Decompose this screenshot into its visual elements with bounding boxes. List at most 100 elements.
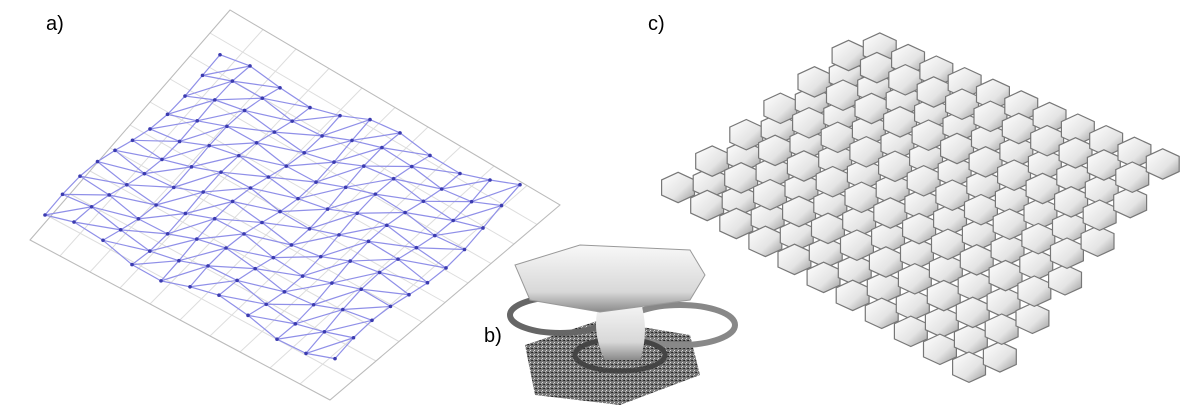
hex-tile <box>749 226 782 256</box>
mesh-node <box>166 232 170 236</box>
mesh-node <box>355 211 359 215</box>
mesh-node <box>101 238 105 242</box>
mesh-node <box>207 144 211 148</box>
hex-tile <box>783 196 816 226</box>
mesh-node <box>261 96 265 100</box>
mesh-node <box>337 233 341 237</box>
mesh-edge <box>168 234 197 239</box>
mesh-edge <box>266 292 284 304</box>
hex-tile <box>960 245 993 275</box>
mesh-node <box>367 240 371 244</box>
mesh-edge <box>227 126 257 142</box>
hex-tile <box>874 198 907 228</box>
hex-tile <box>1020 250 1053 280</box>
mesh-node <box>253 267 257 271</box>
mesh-node <box>264 302 268 306</box>
hex-tile <box>903 213 936 243</box>
mesh-edge <box>45 207 92 215</box>
mesh-edge <box>220 55 250 66</box>
top-cap <box>515 245 705 312</box>
mesh-edge <box>262 88 280 98</box>
mesh-edge <box>357 213 405 214</box>
mesh-edge <box>346 179 394 188</box>
mesh-edge <box>277 339 306 353</box>
mesh-node <box>338 114 342 118</box>
mesh-edge <box>435 236 465 250</box>
mesh-node <box>213 98 217 102</box>
axes-box <box>30 10 560 400</box>
mesh-edge <box>465 228 484 250</box>
mesh-edge <box>248 315 277 339</box>
mesh-plot <box>30 10 560 400</box>
mesh-node <box>231 200 235 204</box>
mesh-edge <box>209 143 256 146</box>
hex-tile <box>985 314 1018 344</box>
mesh-node <box>283 290 287 294</box>
hex-tile <box>1022 224 1055 254</box>
mesh-edge <box>350 259 398 261</box>
mesh-node <box>188 285 192 289</box>
hex-tile <box>691 190 724 220</box>
mesh-edge <box>185 213 214 218</box>
mesh-node <box>444 266 448 270</box>
mesh-node <box>285 164 289 168</box>
mesh-node <box>422 200 426 204</box>
mesh-node <box>107 193 111 197</box>
mesh-edge <box>245 98 263 110</box>
mesh-edge <box>138 213 185 218</box>
hex-tile <box>936 180 969 210</box>
hex-tile <box>865 298 898 328</box>
mesh-node <box>195 119 199 123</box>
panel-label: b) <box>484 325 502 347</box>
mesh-node <box>410 165 414 169</box>
mesh-node <box>278 86 282 90</box>
mesh-edge <box>132 261 179 265</box>
mesh-node <box>113 149 117 153</box>
mesh-node <box>378 271 382 275</box>
mesh-edge <box>203 188 250 192</box>
mesh-node <box>320 134 324 138</box>
mesh-node <box>374 192 378 196</box>
hex-tile <box>812 213 845 243</box>
mesh-node <box>518 183 522 187</box>
mesh-edge <box>162 159 192 166</box>
mesh-node <box>319 255 323 259</box>
hex-tile <box>841 230 874 260</box>
page: a) b) c) (() => { const data = JSON.pars… <box>0 0 1196 410</box>
mesh-node <box>184 212 188 216</box>
mesh-edge <box>197 121 227 126</box>
hex-tile <box>983 342 1016 372</box>
mesh-edge <box>316 182 346 187</box>
hex-tile <box>987 287 1020 317</box>
mesh-node <box>308 106 312 110</box>
mesh-node <box>249 186 253 190</box>
mesh-node <box>243 109 247 113</box>
mesh-node <box>332 160 336 164</box>
mesh-node <box>359 287 363 291</box>
mesh-node <box>177 259 181 263</box>
mesh-node <box>463 248 467 252</box>
mesh-node <box>235 279 239 283</box>
mesh-edge <box>115 140 133 150</box>
mesh-edge <box>133 140 180 141</box>
mesh-edge <box>446 250 465 268</box>
mesh-node <box>368 118 372 122</box>
mesh-node <box>302 151 306 155</box>
mesh-node <box>451 219 455 223</box>
mesh-edge <box>370 120 400 133</box>
mesh-node <box>159 279 163 283</box>
hex-tile <box>1051 238 1084 268</box>
mesh-edge <box>310 108 340 116</box>
mesh-node <box>308 227 312 231</box>
mesh-edge <box>268 166 286 177</box>
mesh-node <box>488 178 492 182</box>
mesh-node <box>148 127 152 131</box>
mesh-edge <box>423 189 441 201</box>
mesh-edge <box>372 306 391 320</box>
mesh-edge <box>180 141 210 145</box>
mesh-node <box>344 186 348 190</box>
mesh-node <box>130 263 134 267</box>
mesh-edge <box>132 265 161 281</box>
mesh-edge <box>412 155 430 166</box>
mesh-node <box>350 139 354 143</box>
